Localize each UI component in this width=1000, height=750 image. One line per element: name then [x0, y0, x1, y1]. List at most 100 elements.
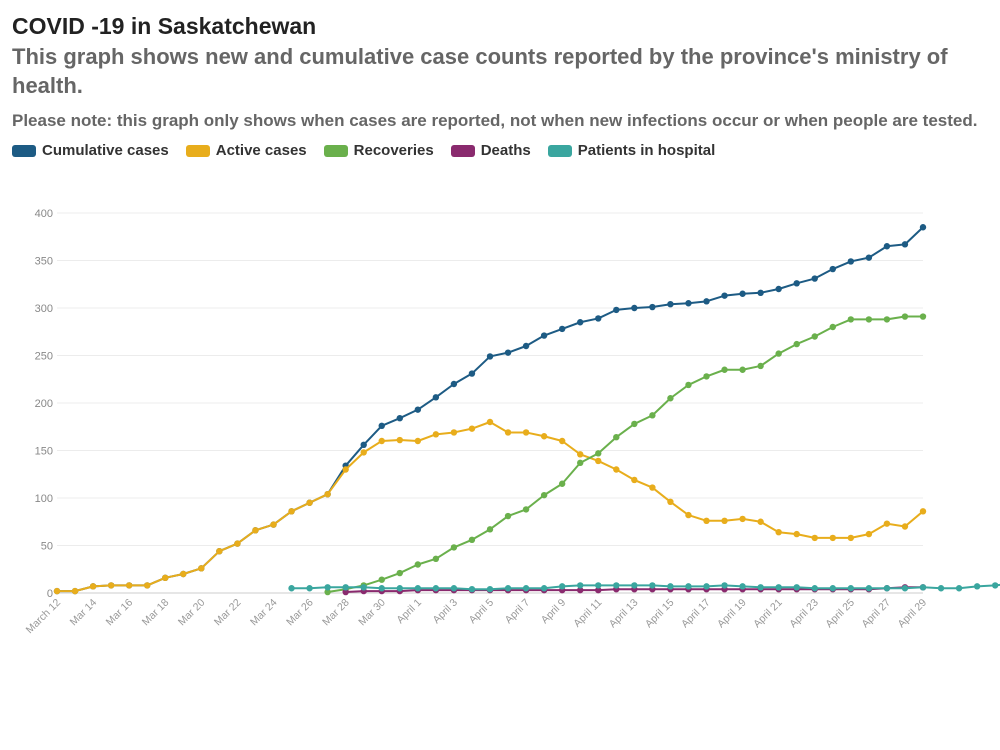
data-point[interactable] — [324, 491, 331, 498]
data-point[interactable] — [558, 583, 566, 590]
data-point[interactable] — [396, 569, 403, 577]
legend-item-hospital[interactable]: Patients in hospital — [547, 142, 715, 159]
data-point[interactable] — [540, 491, 548, 499]
data-point[interactable] — [324, 584, 331, 591]
legend-item-recoveries[interactable]: Recoveries — [323, 142, 434, 159]
data-point[interactable] — [450, 585, 458, 592]
data-point[interactable] — [901, 523, 909, 530]
data-point[interactable] — [414, 406, 422, 413]
data-point[interactable] — [793, 340, 800, 348]
data-point[interactable] — [432, 585, 440, 592]
data-point[interactable] — [468, 425, 476, 432]
data-point[interactable] — [162, 574, 169, 581]
data-point[interactable] — [847, 316, 855, 323]
data-point[interactable] — [216, 548, 223, 555]
data-point[interactable] — [883, 316, 891, 323]
data-point[interactable] — [919, 584, 927, 591]
data-point[interactable] — [883, 585, 891, 592]
data-point[interactable] — [53, 587, 61, 595]
data-point[interactable] — [540, 332, 548, 339]
data-point[interactable] — [558, 325, 566, 333]
data-point[interactable] — [613, 434, 620, 441]
data-point[interactable] — [540, 433, 548, 440]
data-point[interactable] — [793, 584, 800, 591]
data-point[interactable] — [396, 436, 403, 444]
data-point[interactable] — [486, 353, 494, 360]
data-point[interactable] — [342, 584, 349, 591]
data-point[interactable] — [522, 506, 530, 513]
data-point[interactable] — [144, 582, 151, 589]
data-point[interactable] — [288, 508, 295, 515]
data-point[interactable] — [342, 588, 349, 596]
data-point[interactable] — [577, 586, 584, 594]
data-point[interactable] — [703, 298, 710, 305]
data-point[interactable] — [71, 587, 79, 595]
data-point[interactable] — [667, 498, 674, 505]
data-point[interactable] — [522, 585, 530, 592]
data-point[interactable] — [685, 300, 692, 307]
data-point[interactable] — [613, 466, 620, 473]
data-point[interactable] — [649, 412, 656, 419]
data-point[interactable] — [829, 585, 836, 592]
data-point[interactable] — [865, 316, 873, 323]
data-point[interactable] — [811, 585, 818, 592]
data-point[interactable] — [775, 285, 782, 293]
data-point[interactable] — [577, 451, 584, 458]
data-point[interactable] — [793, 280, 800, 287]
data-point[interactable] — [450, 380, 458, 388]
data-point[interactable] — [540, 585, 548, 592]
data-point[interactable] — [865, 530, 873, 538]
data-point[interactable] — [901, 313, 909, 320]
data-point[interactable] — [522, 342, 530, 350]
data-point[interactable] — [89, 583, 97, 590]
data-point[interactable] — [631, 420, 638, 428]
data-point[interactable] — [793, 530, 800, 538]
data-point[interactable] — [811, 275, 818, 282]
data-point[interactable] — [649, 303, 656, 311]
data-point[interactable] — [595, 582, 602, 589]
data-point[interactable] — [577, 319, 584, 326]
data-point[interactable] — [919, 224, 927, 231]
data-point[interactable] — [577, 459, 584, 467]
data-point[interactable] — [739, 515, 746, 523]
data-point[interactable] — [775, 350, 782, 357]
data-point[interactable] — [306, 585, 313, 592]
data-point[interactable] — [125, 582, 133, 589]
data-point[interactable] — [829, 323, 836, 331]
data-point[interactable] — [919, 508, 927, 515]
data-point[interactable] — [396, 585, 403, 592]
data-point[interactable] — [685, 583, 692, 590]
data-point[interactable] — [631, 582, 638, 589]
data-point[interactable] — [595, 457, 602, 465]
data-point[interactable] — [414, 585, 422, 592]
data-point[interactable] — [450, 429, 458, 436]
data-point[interactable] — [919, 313, 927, 320]
data-point[interactable] — [937, 585, 945, 592]
data-point[interactable] — [396, 415, 403, 422]
data-point[interactable] — [378, 422, 385, 429]
data-point[interactable] — [558, 480, 566, 487]
legend-item-active[interactable]: Active cases — [185, 142, 307, 159]
data-point[interactable] — [883, 243, 891, 250]
data-point[interactable] — [739, 366, 746, 373]
data-point[interactable] — [558, 437, 566, 445]
data-point[interactable] — [667, 301, 674, 308]
data-point[interactable] — [486, 418, 494, 426]
legend-item-cumulative[interactable]: Cumulative cases — [12, 142, 169, 159]
data-point[interactable] — [775, 529, 782, 536]
data-point[interactable] — [973, 583, 981, 590]
data-point[interactable] — [739, 583, 746, 590]
data-point[interactable] — [667, 583, 674, 590]
data-point[interactable] — [865, 254, 873, 261]
data-point[interactable] — [847, 585, 855, 592]
data-point[interactable] — [360, 584, 367, 591]
data-point[interactable] — [685, 511, 692, 519]
data-point[interactable] — [721, 582, 728, 589]
data-point[interactable] — [757, 362, 764, 370]
data-point[interactable] — [595, 586, 602, 594]
data-point[interactable] — [901, 241, 909, 248]
data-point[interactable] — [811, 534, 818, 542]
data-point[interactable] — [613, 582, 620, 589]
data-point[interactable] — [234, 540, 241, 547]
data-point[interactable] — [757, 518, 764, 525]
